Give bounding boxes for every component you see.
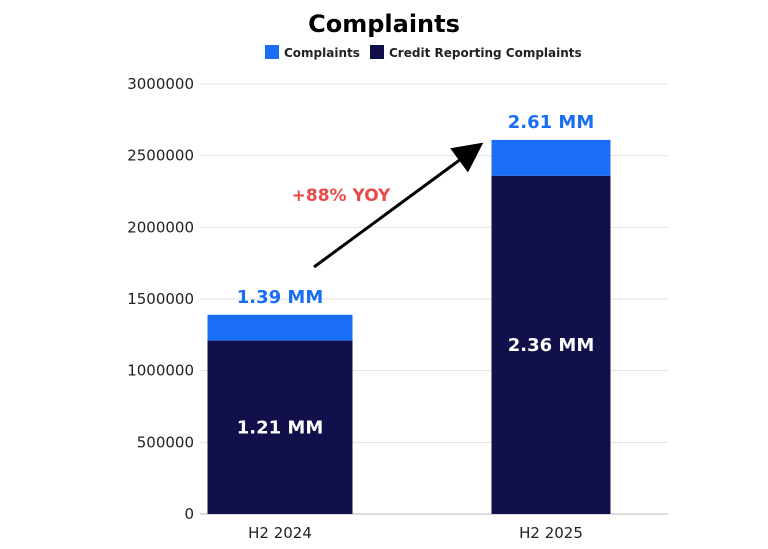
y-tick-label: 500000: [137, 433, 194, 451]
x-tick-label: H2 2024: [248, 524, 312, 542]
x-tick-label: H2 2025: [519, 524, 583, 542]
bar-complaints: [207, 314, 353, 341]
yoy-annotation: +88% YOY: [292, 186, 391, 206]
total-data-label: 1.39 MM: [237, 287, 324, 308]
y-tick-label: 2500000: [127, 147, 194, 165]
bar-complaints: [491, 139, 611, 176]
growth-arrow: [313, 142, 484, 269]
inner-data-label: 2.36 MM: [508, 335, 595, 356]
legend: Complaints Credit Reporting Complaints: [265, 45, 582, 60]
inner-data-label: 1.21 MM: [237, 417, 324, 438]
bar-credit-reporting-complaints: [491, 175, 611, 514]
legend-swatch-credit-reporting: [370, 45, 384, 59]
y-tick-label: 0: [184, 505, 194, 523]
legend-label-credit-reporting: Credit Reporting Complaints: [389, 46, 582, 60]
legend-label-complaints: Complaints: [284, 46, 360, 60]
chart-title: Complaints: [308, 10, 460, 38]
y-tick-label: 2000000: [127, 218, 194, 236]
y-tick-label: 1500000: [127, 290, 194, 308]
y-tick-label: 3000000: [127, 75, 194, 93]
y-tick-label: 1000000: [127, 362, 194, 380]
legend-swatch-complaints: [265, 45, 279, 59]
bar-credit-reporting-complaints: [207, 340, 353, 514]
total-data-label: 2.61 MM: [508, 112, 595, 133]
